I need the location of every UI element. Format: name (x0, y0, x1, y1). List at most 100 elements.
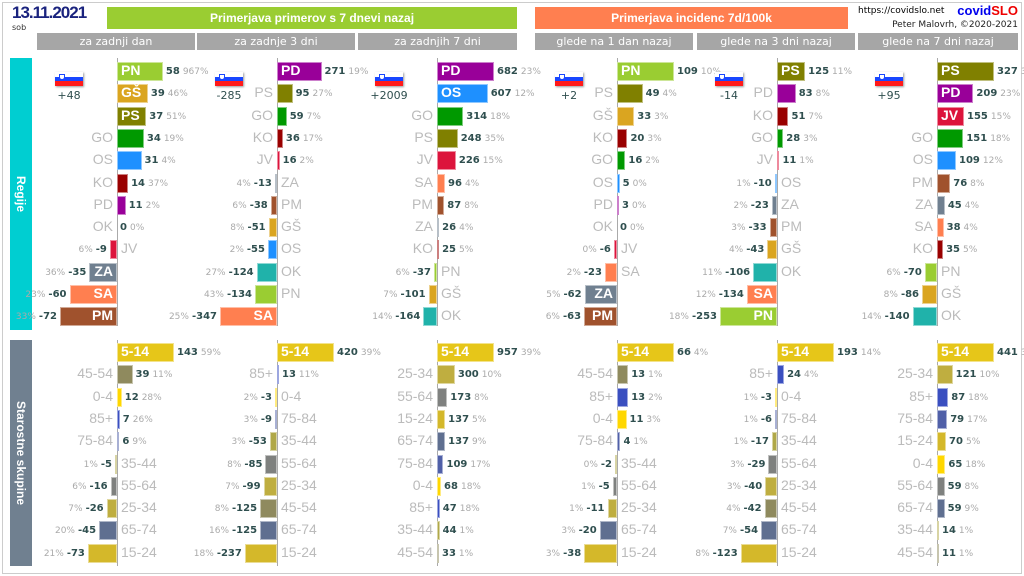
value: 47 (442, 503, 457, 515)
row-label: PD (941, 84, 961, 101)
value: 95 (295, 88, 310, 100)
row-label: 55-64 (397, 387, 433, 404)
row-label: PD (281, 62, 301, 78)
percent: 3% (654, 111, 669, 122)
row-label: PN (621, 62, 641, 78)
row-value: 33 3% (637, 107, 671, 126)
percent: 12% (514, 89, 535, 100)
row-value: 83 8% (799, 84, 833, 103)
bar-75-84 (775, 409, 777, 429)
row-label: GO (251, 106, 273, 123)
value: -16 (89, 480, 108, 492)
brand-logo: covidSLO (957, 3, 1018, 18)
percent: 1% (958, 548, 974, 559)
percent: 6% (395, 267, 410, 278)
bar-0-4 (775, 387, 777, 407)
bar-PS (937, 62, 994, 81)
bar-65-74 (437, 432, 446, 452)
row-value: 8% -51 (227, 218, 265, 237)
row-value: 70 5% (949, 432, 983, 451)
bar-ZA (937, 195, 945, 215)
bar-ZA (274, 173, 277, 193)
bar-PD (117, 195, 126, 215)
row-value: 3% -33 (728, 218, 766, 237)
row-label: 45-54 (77, 365, 113, 382)
row-value: 36% -35 (42, 263, 86, 282)
percent: 3% (647, 133, 662, 144)
value: -42 (743, 503, 762, 515)
value: -20 (578, 525, 597, 537)
bar-OK (753, 262, 777, 282)
row-label: GŠ (592, 106, 613, 123)
percent: 2% (648, 392, 663, 403)
percent: 23% (1000, 89, 1021, 100)
row-label: 25-34 (121, 499, 157, 516)
value: 155 (967, 110, 988, 122)
site-url[interactable]: https://covidslo.net (858, 6, 945, 16)
panel-header: za zadnje 3 dni (197, 33, 355, 50)
percent: 1% (458, 548, 474, 559)
value: -9 (260, 413, 272, 425)
row-label: PM (781, 218, 802, 235)
bar-55-64 (612, 476, 617, 496)
row-value: 68 18% (444, 477, 484, 496)
bar-15-24 (584, 543, 617, 563)
row-value: 59 7% (290, 107, 324, 126)
bar-PN (617, 62, 674, 81)
row-label: 25-34 (781, 476, 817, 493)
row-value: 14% -140 (859, 307, 910, 326)
value: -38 (563, 547, 582, 559)
percent: 2% (145, 200, 160, 211)
bar-15-24 (244, 543, 277, 563)
percent: 18% (490, 111, 511, 122)
row-value: 0% -2 (581, 455, 612, 474)
row-label: PM (412, 195, 433, 212)
row-label: OK (941, 307, 962, 324)
title-incidence: Primerjava incidenc 7d/100k (535, 7, 848, 29)
row-value: 20% -45 (52, 521, 96, 540)
percent: 9% (964, 504, 979, 515)
row-value: 6% -70 (883, 263, 921, 282)
percent: 5% (965, 437, 981, 448)
value: -86 (900, 289, 920, 300)
value: 16 (628, 155, 643, 167)
bar-GŠ (767, 240, 777, 260)
value: -106 (725, 266, 751, 278)
row-label: ZA (94, 262, 113, 279)
row-label: ZA (415, 218, 433, 235)
row-label: PS (254, 84, 273, 101)
panel-header: glede na 1 dan nazaj (535, 33, 693, 50)
row-value: 121 10% (956, 365, 1003, 384)
value: 38 (946, 222, 961, 234)
value: 83 (798, 88, 813, 100)
value: -60 (48, 289, 67, 300)
value: 11 (782, 155, 797, 167)
row-label: JV (941, 106, 959, 123)
row-label: 35-44 (621, 454, 657, 471)
row-value: 14% -164 (369, 307, 420, 326)
bar-PD (437, 62, 494, 81)
total-change: -14 (720, 89, 738, 102)
value: 14 (131, 177, 145, 189)
percent: 1% (743, 414, 758, 425)
row-label: 0-4 (412, 476, 433, 493)
row-label: 75-84 (577, 432, 613, 449)
row-label: PN (281, 285, 301, 301)
row-value: 957 39% (497, 343, 544, 362)
row-value: 34 19% (147, 129, 187, 148)
percent: 21% (43, 548, 64, 559)
percent: 7% (808, 111, 823, 122)
percent: 35% (1020, 67, 1024, 77)
row-label: JV (756, 151, 773, 168)
row-value: 18% -253 (666, 307, 717, 326)
percent: 6% (78, 245, 93, 256)
bar-PM (270, 195, 277, 215)
row-value: 11% -106 (699, 263, 750, 282)
slovenia-flag-icon (215, 72, 243, 86)
percent: 0% (582, 245, 597, 256)
row-value: 6% -63 (543, 307, 581, 326)
section-ages-label: Starostne skupine (14, 400, 28, 506)
row-label: 25-34 (621, 499, 657, 516)
row-label: ZA (594, 285, 613, 301)
row-value: 314 18% (466, 107, 513, 126)
